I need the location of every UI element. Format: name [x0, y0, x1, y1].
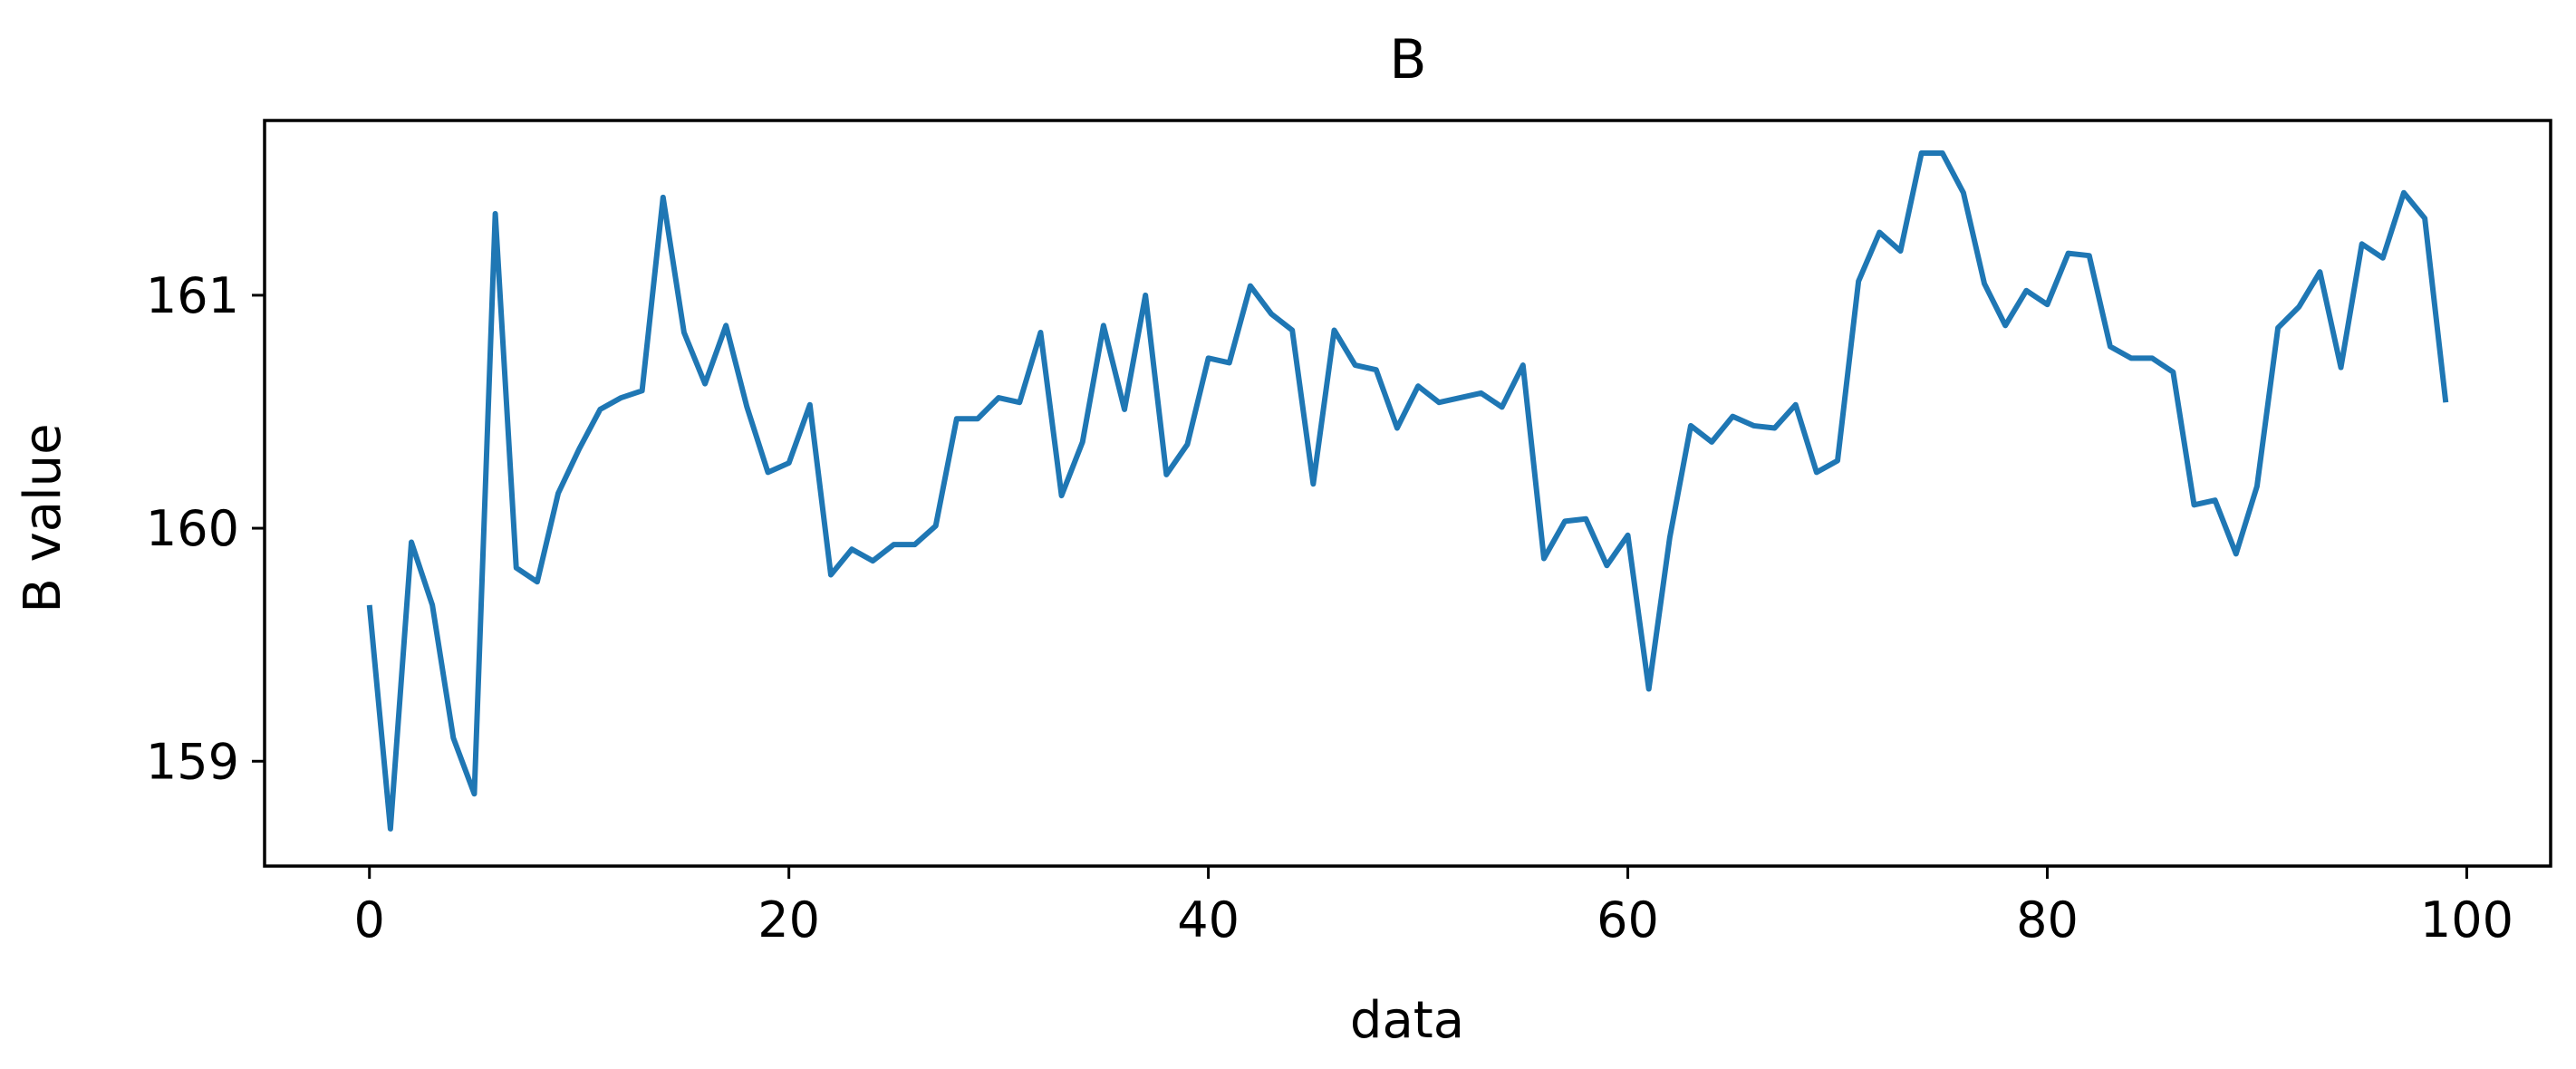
chart-title: B [1389, 28, 1426, 91]
y-tick-label: 159 [146, 733, 239, 790]
x-tick-label: 40 [1177, 891, 1240, 949]
x-axis-ticks: 0 20 40 60 80 100 [354, 866, 2513, 949]
y-tick-label: 161 [146, 267, 239, 324]
series-line [366, 150, 2449, 832]
y-axis-label: B value [14, 423, 72, 612]
plot-area [366, 150, 2449, 832]
plot-frame [263, 119, 2552, 868]
x-tick-label: 80 [2016, 891, 2079, 949]
y-tick-label: 160 [146, 500, 239, 557]
x-axis-label: data [1350, 991, 1464, 1050]
x-tick-label: 100 [2420, 891, 2513, 949]
x-tick-label: 60 [1597, 891, 1659, 949]
x-tick-label: 0 [354, 891, 385, 949]
y-axis-ticks: 159 160 161 [146, 267, 265, 790]
x-tick-label: 20 [757, 891, 820, 949]
